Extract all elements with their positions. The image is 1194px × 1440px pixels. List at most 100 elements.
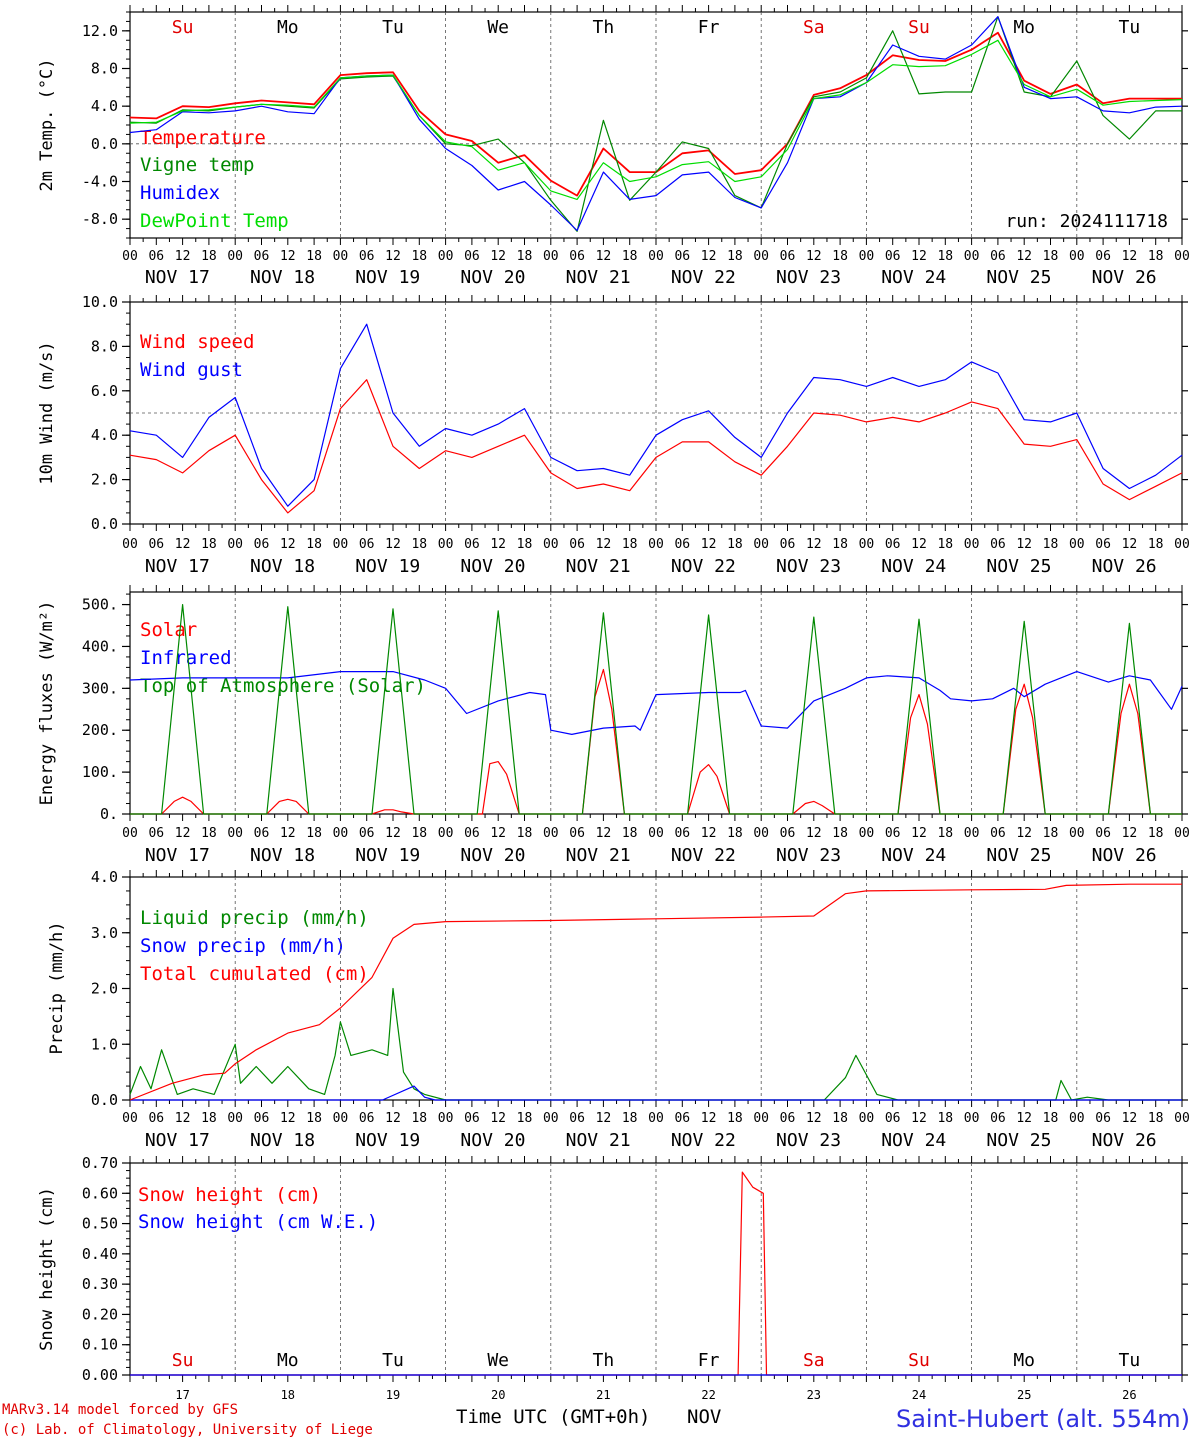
date-label: NOV 26 — [1092, 845, 1157, 866]
hour-tick-label: 06 — [674, 537, 690, 552]
y-tick-label: 0.40 — [82, 1245, 118, 1263]
hour-tick-label: 12 — [1122, 1111, 1138, 1126]
hour-tick-label: 12 — [1016, 249, 1032, 264]
energy-panel: Energy fluxes (W/m²) Solar Infrared Top … — [37, 591, 1183, 815]
hour-tick-label: 00 — [964, 1111, 980, 1126]
date-label: NOV 17 — [145, 845, 210, 866]
y-tick-label: 100. — [82, 763, 118, 781]
legend-wind-speed: Wind speed — [140, 331, 254, 353]
date-label: NOV 24 — [881, 1130, 946, 1151]
legend-liquid-precip: Liquid precip (mm/h) — [140, 907, 369, 929]
date-label: NOV 18 — [250, 556, 315, 577]
day-name-top: We — [487, 17, 509, 38]
hour-tick-label: 00 — [1174, 826, 1190, 841]
y-tick-label: 4.0 — [91, 426, 118, 444]
hour-tick-label: 00 — [1174, 249, 1190, 264]
day-number-label: 21 — [596, 1388, 610, 1402]
hour-tick-label: 00 — [1174, 537, 1190, 552]
y-tick-label: 500. — [82, 596, 118, 614]
hour-tick-label: 06 — [464, 826, 480, 841]
hour-tick-label: 06 — [1095, 1111, 1111, 1126]
hour-tick-label: 06 — [990, 1111, 1006, 1126]
hour-tick-label: 06 — [885, 249, 901, 264]
date-label: NOV 18 — [250, 267, 315, 288]
hour-tick-label: 12 — [701, 1111, 717, 1126]
hour-tick-label: 00 — [227, 249, 243, 264]
hour-tick-label: 06 — [464, 537, 480, 552]
day-number-label: 19 — [386, 1388, 400, 1402]
date-label: NOV 24 — [881, 845, 946, 866]
y-tick-label: 8.0 — [91, 60, 118, 78]
hour-tick-label: 06 — [674, 826, 690, 841]
footer: MARv3.14 model forced by GFS (c) Lab. of… — [2, 1402, 1190, 1438]
temperature-panel: 2m Temp. (°C) run: 2024111718 Temperatur… — [37, 11, 1183, 239]
hour-tick-label: 18 — [517, 826, 533, 841]
date-label: NOV 21 — [566, 845, 631, 866]
hour-tick-label: 12 — [280, 826, 296, 841]
hour-tick-label: 06 — [148, 826, 164, 841]
hour-tick-label: 18 — [517, 537, 533, 552]
day-name-top: Su — [172, 17, 194, 38]
hour-tick-label: 06 — [569, 249, 585, 264]
date-label: NOV 23 — [776, 1130, 841, 1151]
hour-tick-label: 06 — [1095, 826, 1111, 841]
date-label: NOV 20 — [460, 556, 525, 577]
hour-tick-label: 00 — [543, 1111, 559, 1126]
hour-tick-label: 18 — [306, 249, 322, 264]
y-tick-label: 300. — [82, 679, 118, 697]
day-name-bottom: Tu — [1119, 1350, 1141, 1371]
date-label: NOV 19 — [355, 267, 420, 288]
hour-tick-label: 18 — [1148, 249, 1164, 264]
chart-marks: 12.0 8.0 4.0 0.0 -4.0 -8.0 00 06 12 18 00 06 12 18 00 0… — [82, 5, 1190, 1402]
date-label: NOV 25 — [986, 267, 1051, 288]
day-number-label: 22 — [701, 1388, 715, 1402]
hour-tick-label: 00 — [964, 249, 980, 264]
hour-tick-label: 18 — [411, 537, 427, 552]
hour-tick-label: 00 — [648, 1111, 664, 1126]
date-label: NOV 22 — [671, 556, 736, 577]
hour-tick-label: 00 — [543, 249, 559, 264]
hour-tick-label: 00 — [122, 249, 138, 264]
y-tick-label: 0.60 — [82, 1184, 118, 1202]
hour-tick-label: 00 — [438, 1111, 454, 1126]
hour-tick-label: 18 — [727, 249, 743, 264]
hour-tick-label: 18 — [201, 826, 217, 841]
hour-tick-label: 18 — [517, 249, 533, 264]
snow-y-axis-title: Snow height (cm) — [37, 1187, 57, 1351]
hour-tick-label: 00 — [859, 537, 875, 552]
hour-tick-label: 18 — [727, 826, 743, 841]
hour-tick-label: 18 — [832, 1111, 848, 1126]
hour-tick-label: 00 — [1069, 537, 1085, 552]
hour-tick-label: 18 — [727, 1111, 743, 1126]
day-name-top: Mo — [1013, 17, 1035, 38]
date-label: NOV 25 — [986, 1130, 1051, 1151]
date-label: NOV 17 — [145, 556, 210, 577]
hour-tick-label: 18 — [937, 537, 953, 552]
y-tick-label: 0. — [100, 805, 118, 823]
hour-tick-label: 06 — [359, 826, 375, 841]
day-name-top: Fr — [698, 17, 720, 38]
hour-tick-label: 18 — [1148, 1111, 1164, 1126]
hour-tick-label: 12 — [911, 1111, 927, 1126]
precip-y-axis-title: Precip (mm/h) — [47, 921, 67, 1054]
y-tick-label: 10.0 — [82, 293, 118, 311]
time-axis-title: Time UTC (GMT+0h) — [456, 1406, 650, 1428]
hour-tick-label: 18 — [306, 537, 322, 552]
hour-tick-label: 18 — [411, 1111, 427, 1126]
date-label: NOV 22 — [671, 1130, 736, 1151]
hour-tick-label: 06 — [148, 537, 164, 552]
hour-tick-label: 00 — [859, 826, 875, 841]
hour-tick-label: 12 — [280, 537, 296, 552]
legend-vigne-temp: Vigne temp — [140, 154, 254, 176]
legend-dewpoint-temp: DewPoint Temp — [140, 210, 289, 232]
day-name-bottom: Mo — [1013, 1350, 1035, 1371]
hour-tick-label: 00 — [753, 249, 769, 264]
day-name-top: Sa — [803, 17, 825, 38]
hour-tick-label: 12 — [1122, 537, 1138, 552]
hour-tick-label: 18 — [832, 537, 848, 552]
hour-tick-label: 06 — [254, 537, 270, 552]
y-tick-label: 0.0 — [91, 135, 118, 153]
hour-tick-label: 18 — [1043, 249, 1059, 264]
hour-tick-label: 12 — [1016, 826, 1032, 841]
date-label: NOV 25 — [986, 845, 1051, 866]
